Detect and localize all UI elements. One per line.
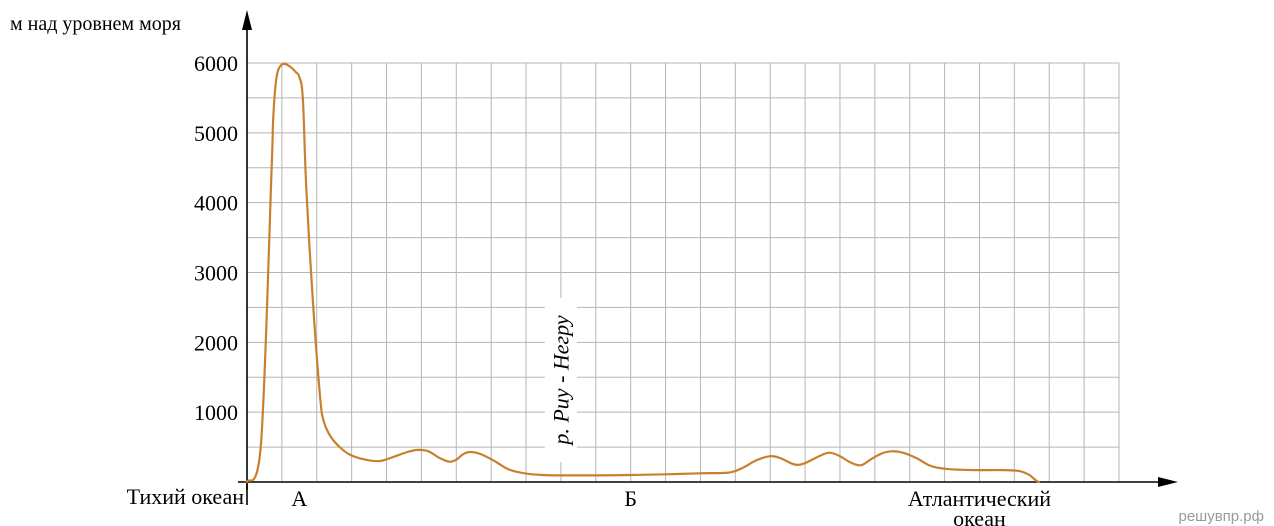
x-marker-label-line2: океан: [953, 506, 1006, 526]
annotation-background: [544, 298, 577, 462]
y-tick-label: 1000: [194, 400, 238, 425]
x-axis-arrow: [1158, 477, 1178, 487]
y-axis-arrow: [242, 10, 252, 30]
y-tick-labels: 1000 2000 3000 4000 5000 6000: [194, 51, 238, 425]
x-marker-label: Б: [624, 486, 637, 511]
axes: [238, 10, 1178, 505]
annotation-group: р. Риу - Негру: [544, 298, 577, 462]
x-marker-label: А: [291, 486, 307, 511]
series-line: [245, 62, 1040, 484]
y-tick-label: 3000: [194, 261, 238, 286]
x-marker-label: Атлантический: [908, 486, 1051, 511]
y-tick-label: 4000: [194, 191, 238, 216]
x-start-label: Тихий океан: [127, 484, 245, 509]
river-annotation: р. Риу - Негру: [548, 315, 573, 446]
y-tick-label: 6000: [194, 51, 238, 76]
grid: [247, 62, 1120, 482]
y-axis-label: м над уровнем моря: [10, 13, 181, 35]
y-tick-label: 2000: [194, 330, 238, 355]
y-tick-label: 5000: [194, 121, 238, 146]
watermark: решувпр.рф: [1178, 508, 1264, 525]
